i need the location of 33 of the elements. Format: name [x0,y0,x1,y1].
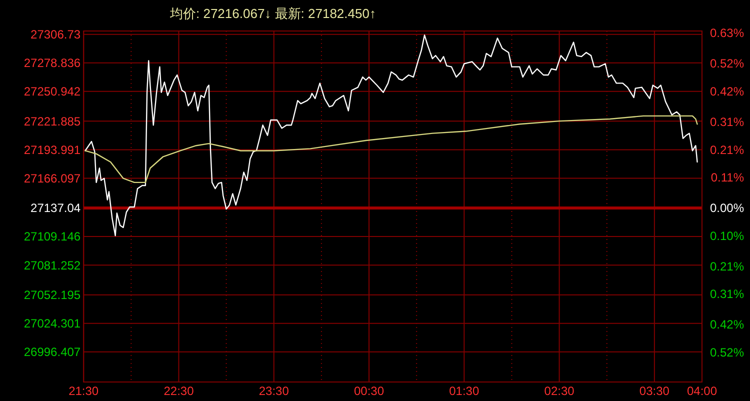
x-tick-label: 23:30 [258,384,290,398]
y-tick-label: 27193.991 [24,142,81,157]
x-tick-label: 04:00 [686,384,718,398]
x-tick-label: 03:30 [639,384,670,398]
y2-tick-label: 0.42% [710,318,744,332]
chart-title: 均价: 27216.067↓ 最新: 27182.450↑ [169,6,376,21]
y-tick-label: 27221.885 [24,114,81,128]
y2-tick-label: 0.00% [710,201,744,216]
y2-tick-label: 0.10% [710,228,744,243]
y-tick-label: 27109.146 [24,230,81,244]
y-tick-label: 27306.73 [30,28,81,42]
y-tick-label: 26996.407 [24,345,81,360]
y-tick-label: 27081.252 [24,258,81,272]
y-tick-label: 27052.195 [24,288,81,302]
y-tick-label: 27166.097 [24,171,81,186]
y2-tick-label: 0.11% [710,170,744,185]
y2-tick-label: 0.31% [710,115,744,130]
y2-tick-label: 0.21% [710,142,744,157]
y2-tick-label: 0.31% [710,287,744,302]
x-tick-label: 22:30 [164,384,194,398]
x-tick-label: 21:30 [68,384,99,398]
y-tick-label: 27278.836 [24,56,81,70]
y-tick-label: 27137.04 [30,201,81,216]
y2-tick-label: 0.52% [710,56,744,71]
y2-tick-label: 0.42% [710,84,744,98]
y-tick-label: 27024.301 [24,316,81,331]
y2-tick-label: 0.21% [710,259,744,274]
y2-tick-label: 0.63% [710,26,744,40]
x-tick-label: 01:30 [449,384,480,398]
x-tick-label: 02:30 [544,384,575,398]
y-tick-label: 27250.942 [24,84,81,99]
y2-tick-label: 0.52% [710,345,744,360]
x-tick-label: 00:30 [354,384,384,398]
